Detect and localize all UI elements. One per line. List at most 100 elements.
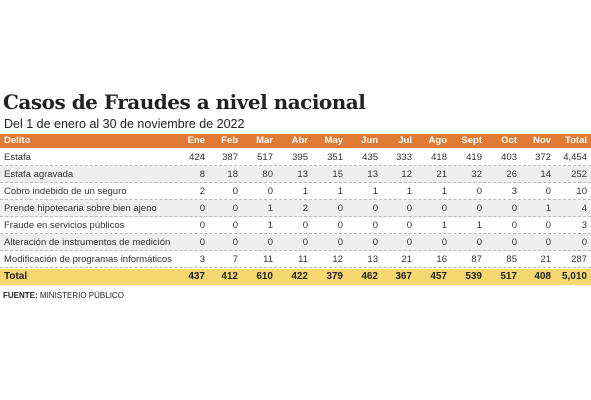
cell: 8 bbox=[199, 169, 205, 180]
cell: 21 bbox=[401, 254, 412, 265]
cell: 1 bbox=[441, 220, 447, 231]
cell: 87 bbox=[471, 254, 482, 265]
cell: 1 bbox=[441, 186, 447, 197]
cell: 12 bbox=[401, 169, 412, 180]
cell: 1 bbox=[545, 203, 551, 214]
row-label: Fraude en servicios públicos bbox=[4, 220, 125, 231]
cell: 1 bbox=[372, 186, 378, 197]
row-label: Total bbox=[4, 271, 28, 282]
cell: 7 bbox=[232, 254, 238, 265]
source: FUENTE: MINISTERIO PÚBLICO bbox=[3, 291, 124, 300]
row-label: Cobro indebido de un seguro bbox=[4, 186, 127, 197]
cell: Total bbox=[565, 135, 587, 146]
cell: 395 bbox=[292, 152, 308, 163]
cell: 3 bbox=[199, 254, 205, 265]
cell: 1 bbox=[406, 186, 412, 197]
cell: 21 bbox=[436, 169, 447, 180]
cell: 462 bbox=[361, 271, 378, 282]
cell: 408 bbox=[534, 271, 551, 282]
total-row: Total 437 412 610 422 379 462 367 457 539 517 408 5,… bbox=[0, 269, 591, 285]
cell: 1 bbox=[267, 220, 273, 231]
row-label: Estafa agravada bbox=[4, 169, 74, 180]
table-row: Alteración de instrumentos de medición 0 0… bbox=[0, 234, 591, 251]
cell: 0 bbox=[232, 186, 238, 197]
cell: 367 bbox=[395, 271, 412, 282]
row-label: Alteración de instrumentos de medición bbox=[4, 237, 171, 248]
cell: 435 bbox=[362, 152, 378, 163]
cell: Feb bbox=[221, 135, 238, 146]
cell: 457 bbox=[430, 271, 447, 282]
table-row: Estafa 424 387 517 395 351 435 333 418 419 403 372 4… bbox=[0, 149, 591, 166]
cell: 26 bbox=[506, 169, 517, 180]
header-row: Delito Ene Feb Mar Abr May Jun Jul Ago Sept Oct Nov… bbox=[0, 134, 591, 148]
cell: 10 bbox=[576, 186, 587, 197]
cell: 4 bbox=[581, 203, 587, 214]
cell: May bbox=[324, 135, 343, 146]
cell: 85 bbox=[506, 254, 517, 265]
cell: 0 bbox=[337, 203, 343, 214]
cell: 252 bbox=[571, 169, 587, 180]
cell: 0 bbox=[545, 186, 551, 197]
cell: 403 bbox=[501, 152, 517, 163]
cell: Jun bbox=[361, 135, 378, 146]
cell: 0 bbox=[441, 237, 447, 248]
cell: 1 bbox=[302, 186, 308, 197]
cell: 412 bbox=[221, 271, 238, 282]
cell: 517 bbox=[500, 271, 517, 282]
cell: Ene bbox=[187, 135, 205, 146]
cell: 0 bbox=[267, 186, 273, 197]
cell: 1 bbox=[337, 186, 343, 197]
cell: 0 bbox=[232, 237, 238, 248]
table-row: Estafa agravada 8 18 80 13 15 13 12 21 32 26 14 252 bbox=[0, 166, 591, 183]
cell: 32 bbox=[471, 169, 482, 180]
subtitle: Del 1 de enero al 30 de noviembre de 202… bbox=[4, 117, 245, 131]
cell: 0 bbox=[406, 237, 412, 248]
table-row: Modificación de programas informáticos 3 7… bbox=[0, 251, 591, 268]
cell: 0 bbox=[476, 186, 482, 197]
cell: 0 bbox=[232, 203, 238, 214]
cell: 0 bbox=[199, 220, 205, 231]
row-label: Modificación de programas informáticos bbox=[4, 254, 172, 265]
cell: 517 bbox=[257, 152, 273, 163]
cell: 419 bbox=[466, 152, 482, 163]
cell: Abr bbox=[291, 135, 308, 146]
row-label: Delito bbox=[4, 135, 31, 146]
cell: 0 bbox=[232, 220, 238, 231]
cell: 0 bbox=[337, 220, 343, 231]
cell: 18 bbox=[227, 169, 238, 180]
cell: Mar bbox=[256, 135, 273, 146]
cell: 0 bbox=[406, 220, 412, 231]
cell: Nov bbox=[533, 135, 551, 146]
cell: 21 bbox=[540, 254, 551, 265]
cell: 379 bbox=[326, 271, 343, 282]
cell: Ago bbox=[428, 135, 447, 146]
cell: 0 bbox=[581, 237, 587, 248]
cell: 2 bbox=[302, 203, 308, 214]
cell: 3 bbox=[511, 186, 517, 197]
cell: 0 bbox=[441, 203, 447, 214]
cell: 539 bbox=[465, 271, 482, 282]
cell: 372 bbox=[535, 152, 551, 163]
cell: 13 bbox=[297, 169, 308, 180]
cell: 0 bbox=[372, 203, 378, 214]
cell: 437 bbox=[188, 271, 205, 282]
row-label: Prende hipotecaria sobre bien ajeno bbox=[4, 203, 157, 214]
cell: 11 bbox=[263, 254, 273, 265]
cell: 0 bbox=[406, 203, 412, 214]
cell: 0 bbox=[476, 203, 482, 214]
cell: 16 bbox=[436, 254, 447, 265]
cell: 0 bbox=[511, 220, 517, 231]
cell: 418 bbox=[431, 152, 447, 163]
cell: 0 bbox=[545, 237, 551, 248]
cell: 0 bbox=[372, 237, 378, 248]
cell: Oct bbox=[501, 135, 517, 146]
cell: 0 bbox=[302, 237, 308, 248]
cell: 333 bbox=[396, 152, 412, 163]
cell: 4,454 bbox=[563, 152, 587, 163]
source-text: MINISTERIO PÚBLICO bbox=[39, 291, 124, 300]
cell: Sept bbox=[461, 135, 482, 146]
cell: 0 bbox=[511, 203, 517, 214]
cell: 422 bbox=[291, 271, 308, 282]
table-row: Prende hipotecaria sobre bien ajeno 0 0 1 2 0… bbox=[0, 200, 591, 217]
